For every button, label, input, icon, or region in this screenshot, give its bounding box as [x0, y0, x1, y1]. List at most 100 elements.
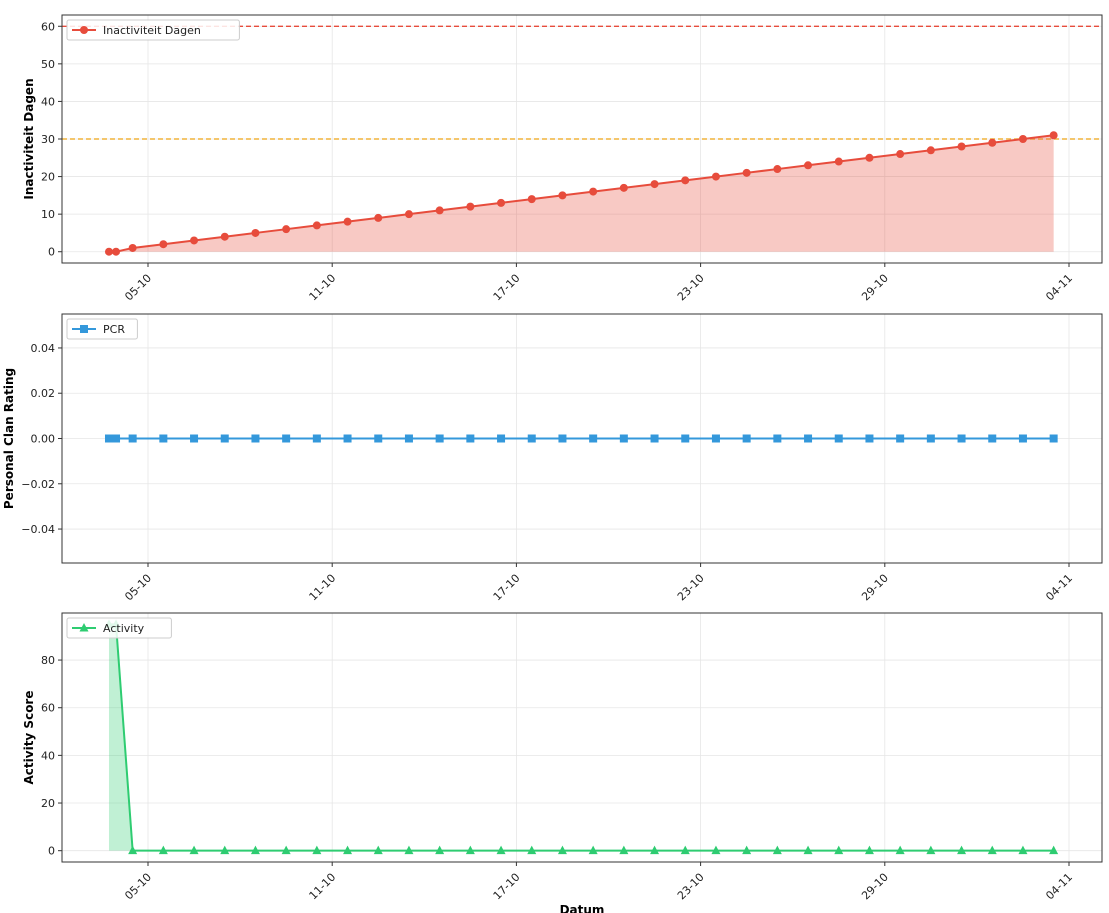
data-point	[957, 434, 966, 443]
data-point	[1049, 131, 1058, 140]
y-tick-label: −0.04	[21, 523, 55, 536]
x-tick-label: 23-10	[675, 272, 707, 304]
data-point	[190, 434, 199, 443]
data-point	[466, 434, 475, 443]
data-point	[527, 845, 537, 855]
data-point	[497, 198, 506, 207]
data-point	[957, 142, 966, 151]
data-point	[496, 845, 506, 855]
data-point	[681, 434, 690, 443]
y-tick-label: 10	[41, 208, 55, 221]
data-point	[988, 434, 997, 443]
legend-box	[66, 19, 240, 41]
subplot-2: 05-10 11-10 17-10 23-10 29-10 04-11 −0.04 −0.02…	[2, 313, 1103, 604]
x-axis-label: Datum	[560, 903, 605, 913]
legend-label: Inactiviteit Dagen	[103, 24, 201, 37]
data-point	[128, 434, 137, 443]
data-point	[1018, 135, 1027, 143]
subplot-3: 05-10 11-10 17-10 23-10 29-10 04-11 0 20 40 60 80 A…	[22, 612, 1103, 913]
x-tick-label: 04-11	[1043, 272, 1075, 304]
data-point	[404, 210, 413, 219]
data-point	[987, 845, 997, 855]
data-point	[466, 202, 475, 211]
data-point	[374, 434, 383, 443]
data-point	[558, 191, 567, 200]
y-axis-label: Activity Score	[22, 691, 36, 785]
data-point	[312, 845, 322, 855]
data-point	[804, 161, 813, 170]
y-tick-label: 50	[41, 58, 55, 71]
y-tick-label: 60	[41, 20, 55, 33]
x-tick-label: 11-10	[307, 272, 339, 304]
data-point	[864, 845, 874, 855]
x-tick-label: 04-11	[1043, 572, 1075, 604]
x-tick-label: 29-10	[859, 272, 891, 304]
x-tick-label: 05-10	[122, 572, 154, 604]
data-point	[112, 434, 121, 443]
series-line	[108, 623, 1054, 852]
data-point	[159, 240, 168, 249]
data-point	[773, 165, 782, 174]
data-point	[1049, 845, 1059, 855]
data-point	[251, 228, 260, 237]
data-point	[373, 845, 383, 855]
data-point	[896, 150, 905, 159]
data-point	[220, 845, 230, 855]
legend-box	[66, 318, 138, 340]
data-point	[896, 434, 905, 443]
y-tick-label: 40	[41, 749, 55, 762]
data-point	[650, 180, 659, 189]
data-point	[128, 845, 138, 855]
y-tick-label: −0.02	[21, 478, 55, 491]
data-point	[589, 187, 598, 196]
data-point	[650, 845, 660, 855]
legend-label: PCR	[103, 323, 125, 336]
data-point	[189, 845, 199, 855]
data-point	[282, 434, 291, 443]
legend: Inactiviteit Dagen	[66, 19, 240, 41]
x-tick-label: 11-10	[307, 572, 339, 604]
data-point	[988, 138, 997, 147]
data-point	[957, 845, 967, 855]
data-point	[497, 434, 506, 443]
axes-frame	[61, 612, 1103, 863]
data-point	[588, 845, 598, 855]
subplot-1: 05-10 11-10 17-10 23-10 29-10 04-11 0 10 20 30 40 5…	[22, 14, 1103, 304]
data-point	[804, 434, 813, 443]
legend-box	[66, 617, 172, 639]
legend-marker	[79, 623, 89, 632]
x-tick-label: 29-10	[859, 871, 891, 903]
y-axis-label: Inactiviteit Dagen	[22, 78, 36, 199]
legend-marker	[80, 325, 88, 333]
data-point	[435, 845, 445, 855]
data-point	[650, 434, 659, 443]
x-tick-label: 23-10	[675, 871, 707, 903]
data-point	[465, 845, 475, 855]
y-tick-label: 20	[41, 171, 55, 184]
y-tick-label: 0	[48, 246, 55, 259]
data-point	[773, 434, 782, 443]
data-point	[158, 845, 168, 855]
data-point	[711, 434, 720, 443]
data-point	[834, 845, 844, 855]
x-tick-label: 11-10	[307, 871, 339, 903]
data-point	[711, 845, 721, 855]
data-point	[803, 845, 813, 855]
data-point	[435, 206, 444, 215]
y-tick-label: 30	[41, 133, 55, 146]
area-fill	[108, 624, 1054, 851]
data-point	[619, 845, 629, 855]
data-point	[926, 434, 935, 443]
data-point	[128, 243, 137, 252]
data-point	[282, 225, 291, 234]
data-point	[1049, 434, 1058, 443]
data-point	[865, 434, 874, 443]
data-point	[742, 845, 752, 855]
x-tick-label: 17-10	[491, 272, 523, 304]
data-point	[112, 247, 121, 256]
y-tick-label: 40	[41, 95, 55, 108]
data-point	[895, 845, 905, 855]
y-tick-label: 60	[41, 702, 55, 715]
data-point	[742, 434, 751, 443]
